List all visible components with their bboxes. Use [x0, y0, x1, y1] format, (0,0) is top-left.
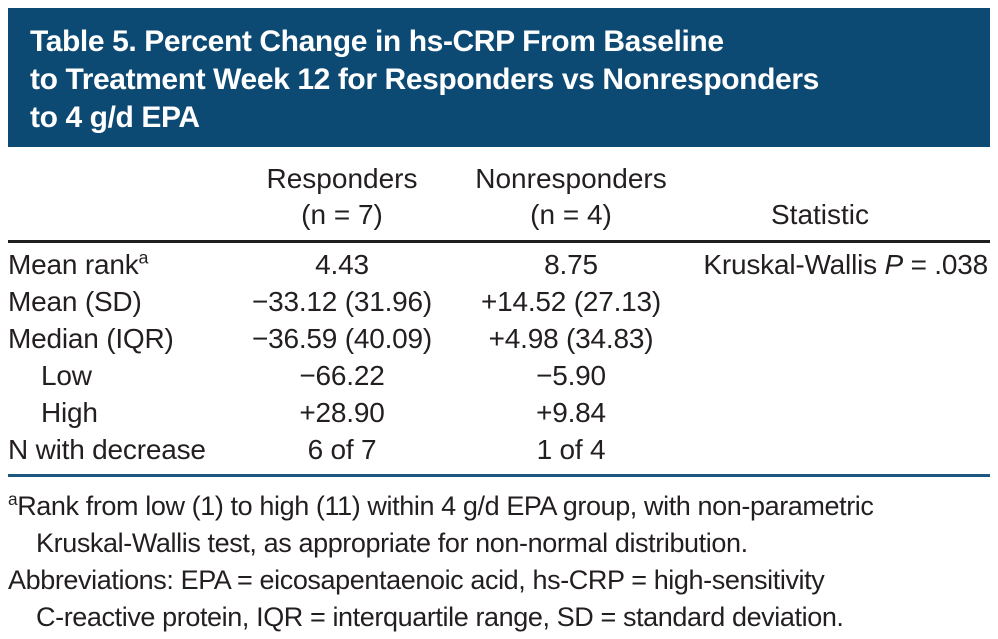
statistic-value: [690, 431, 990, 468]
table-row-low: Low −66.22 −5.90: [8, 357, 990, 394]
footnote-marker: a: [8, 489, 18, 509]
table-title-line-2: to Treatment Week 12 for Responders vs N…: [30, 63, 819, 96]
nonresponders-value: +9.84: [536, 397, 606, 428]
nonresponders-value: −5.90: [536, 360, 606, 391]
footnote-text: Rank from low (1) to high (11) within 4 …: [17, 491, 874, 521]
row-label: N with decrease: [8, 434, 206, 465]
header-rule: [8, 240, 990, 243]
statistic-value: [690, 357, 990, 394]
row-label: Median (IQR): [8, 323, 174, 354]
abbreviations-line-1: Abbreviations: EPA = eicosapentaenoic ac…: [8, 565, 825, 595]
table-row-n-with-decrease: N with decrease 6 of 7 1 of 4: [8, 431, 990, 468]
statistic-prefix: Kruskal-Wallis: [703, 249, 885, 280]
responders-value: −66.22: [299, 360, 385, 391]
responders-value: 6 of 7: [307, 434, 377, 465]
statistic-suffix: = .038: [902, 249, 989, 280]
row-label: Low: [41, 360, 92, 391]
footnote-rule: [8, 474, 990, 477]
statistic-value: Kruskal-Wallis P = .038: [690, 246, 990, 283]
nonresponders-header-label: Nonresponders: [475, 163, 667, 194]
nonresponders-value: +4.98 (34.83): [488, 323, 654, 354]
row-label: Mean (SD): [8, 286, 142, 317]
column-headers: Responders (n = 7) Nonresponders (n = 4)…: [8, 147, 990, 240]
column-header-spacer: [8, 161, 232, 233]
column-header-responders: Responders (n = 7): [232, 161, 452, 233]
table-row-median-iqr: Median (IQR) −36.59 (40.09) +4.98 (34.83…: [8, 320, 990, 357]
statistic-p-symbol: P: [884, 249, 904, 280]
table-row-mean-rank: Mean ranka 4.43 8.75 Kruskal-Wallis P = …: [8, 246, 990, 283]
nonresponders-value: 8.75: [544, 249, 598, 280]
footnotes: aRank from low (1) to high (11) within 4…: [8, 482, 990, 639]
statistic-value: [690, 283, 990, 320]
table-body: Mean ranka 4.43 8.75 Kruskal-Wallis P = …: [0, 243, 998, 468]
table-row-mean-sd: Mean (SD) −33.12 (31.96) +14.52 (27.13): [8, 283, 990, 320]
abbreviations-line-2: C-reactive protein, IQR = interquartile …: [36, 602, 844, 632]
responders-value: 4.43: [315, 249, 369, 280]
responders-header-label: Responders: [266, 163, 418, 194]
responders-value: −36.59 (40.09): [251, 323, 433, 354]
table-title-line-1: Table 5. Percent Change in hs-CRP From B…: [30, 25, 724, 58]
nonresponders-value: 1 of 4: [536, 434, 606, 465]
nonresponders-value: +14.52 (27.13): [480, 286, 662, 317]
table-title-banner: Table 5. Percent Change in hs-CRP From B…: [8, 8, 990, 147]
table-row-high: High +28.90 +9.84: [8, 394, 990, 431]
statistic-value: [690, 320, 990, 357]
nonresponders-header-n: (n = 4): [530, 199, 612, 230]
column-header-nonresponders: Nonresponders (n = 4): [452, 161, 690, 233]
row-label: Mean ranka: [8, 246, 232, 283]
responders-header-n: (n = 7): [301, 199, 383, 230]
column-header-statistic: Statistic: [770, 199, 870, 230]
responders-value: −33.12 (31.96): [251, 286, 433, 317]
row-label: High: [41, 397, 98, 428]
footnote-line-2: Kruskal-Wallis test, as appropriate for …: [36, 528, 748, 558]
row-label-footnote-marker: a: [138, 247, 149, 268]
responders-value: +28.90: [299, 397, 385, 428]
footnote-line-1: aRank from low (1) to high (11) within 4…: [8, 488, 990, 525]
row-label-text: Mean rank: [8, 249, 139, 280]
statistic-value: [690, 394, 990, 431]
table-title-line-3: to 4 g/d EPA: [30, 101, 200, 134]
